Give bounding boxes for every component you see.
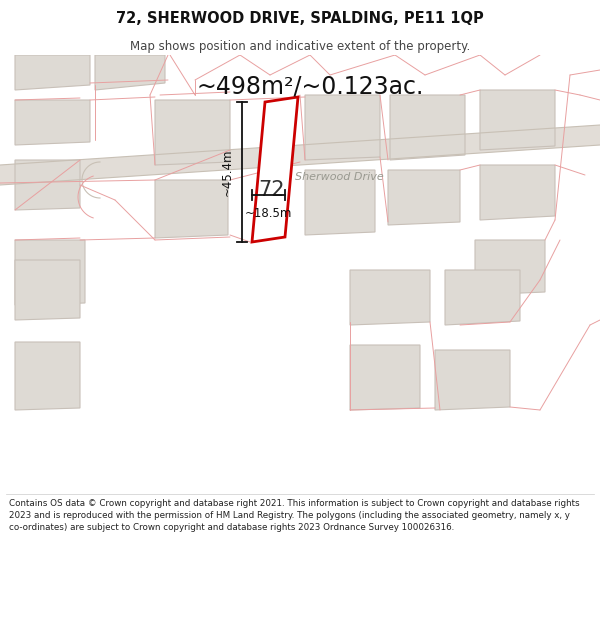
Polygon shape: [155, 100, 230, 165]
Text: Sherwood Drive: Sherwood Drive: [295, 172, 384, 182]
Polygon shape: [390, 95, 465, 160]
Polygon shape: [155, 180, 228, 238]
Polygon shape: [305, 95, 380, 160]
Text: ~18.5m: ~18.5m: [245, 207, 292, 220]
Polygon shape: [475, 240, 545, 295]
Text: 72, SHERWOOD DRIVE, SPALDING, PE11 1QP: 72, SHERWOOD DRIVE, SPALDING, PE11 1QP: [116, 11, 484, 26]
Text: ~45.4m: ~45.4m: [221, 148, 234, 196]
Polygon shape: [388, 170, 460, 225]
Polygon shape: [350, 345, 420, 410]
Polygon shape: [445, 270, 520, 325]
Polygon shape: [305, 170, 375, 235]
Polygon shape: [15, 240, 85, 305]
Polygon shape: [480, 90, 555, 150]
Polygon shape: [480, 165, 555, 220]
Text: ~498m²/~0.123ac.: ~498m²/~0.123ac.: [196, 75, 424, 99]
Polygon shape: [15, 55, 90, 90]
Polygon shape: [252, 97, 298, 242]
Polygon shape: [15, 160, 80, 210]
Polygon shape: [15, 100, 90, 145]
Polygon shape: [0, 125, 600, 185]
Polygon shape: [350, 270, 430, 325]
Polygon shape: [95, 55, 165, 90]
Polygon shape: [15, 342, 80, 410]
Text: Map shows position and indicative extent of the property.: Map shows position and indicative extent…: [130, 39, 470, 52]
Text: Contains OS data © Crown copyright and database right 2021. This information is : Contains OS data © Crown copyright and d…: [9, 499, 580, 532]
Polygon shape: [435, 350, 510, 410]
Text: 72: 72: [259, 180, 285, 200]
Polygon shape: [15, 260, 80, 320]
